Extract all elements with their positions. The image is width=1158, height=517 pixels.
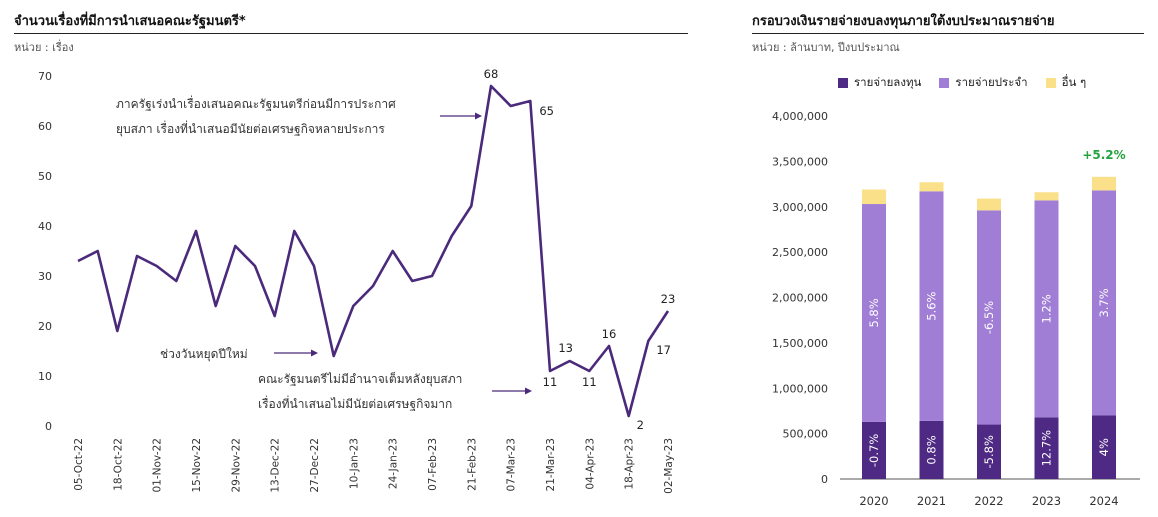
bar-label-current-2020: 5.8% [867,298,881,327]
line-x-tick-2: 01-Nov-22 [152,438,164,493]
bar-label-capital-2024: 4% [1097,438,1111,456]
bar-chart-legend: รายจ่ายลงทุน รายจ่ายประจำ อื่น ๆ [838,74,1086,92]
bar-y-tick-8: 4,000,000 [772,110,828,123]
line-y-tick-6: 60 [38,120,52,133]
legend-swatch-other [1045,78,1056,88]
annotation-pre-dissolution-1: ภาครัฐเร่งนำเรื่องเสนอคณะรัฐมนตรีก่อนมีก… [116,95,396,111]
legend-item-capital: รายจ่ายลงทุน [838,74,921,92]
bar-x-tick-2023: 2023 [1032,494,1061,508]
line-x-tick-3: 15-Nov-22 [191,438,203,493]
bar-growth-label: +5.2% [1082,148,1125,162]
bar-label-current-2021: 5.6% [925,291,939,320]
bar-chart-title: กรอบวงเงินรายจ่ายงบลงทุนภายใต้งบประมาณรา… [752,14,1055,29]
legend-swatch-current [939,78,950,88]
bar-other-2020 [862,189,886,205]
bar-label-capital-2022: -5.8% [982,435,996,468]
annotation-holiday-arrow-head [311,349,318,357]
line-x-tick-6: 27-Dec-22 [309,438,321,493]
line-x-tick-14: 18-Apr-23 [624,438,636,490]
line-x-tick-11: 07-Mar-23 [506,438,518,491]
bar-capital-2024 [1092,415,1116,479]
line-chart-unit: หน่วย : เรื่อง [14,41,74,54]
line-x-tick-13: 04-Apr-23 [584,438,596,490]
line-point-label-2: 11 [543,375,558,389]
bar-current-2023 [1034,200,1059,418]
line-y-tick-0: 0 [45,420,52,433]
bar-x-tick-2020: 2020 [859,494,888,508]
legend-label-current: รายจ่ายประจำ [955,75,1028,89]
annotation-post-dissolution-arrow-head [525,387,532,395]
line-x-tick-7: 10-Jan-23 [348,438,360,489]
bar-x-tick-2022: 2022 [974,494,1003,508]
bar-label-current-2022: -6.5% [982,301,996,334]
annotation-post-dissolution-2: เรื่องที่นำเสนอไม่มีนัยต่อเศรษฐกิจมาก [258,395,452,411]
bar-label-current-2024: 3.7% [1097,288,1111,317]
line-chart-rule [14,33,688,34]
bar-current-2022 [977,210,1001,425]
bar-label-capital-2023: 12.7% [1040,430,1054,467]
line-x-tick-8: 24-Jan-23 [388,438,400,489]
line-point-label-5: 16 [602,327,617,341]
bar-current-2020 [862,204,886,422]
bar-label-capital-2020: -0.7% [867,434,881,467]
bar-label-capital-2021: 0.8% [925,435,939,464]
bar-chart-rule [752,33,1144,34]
legend-swatch-capital [838,78,848,88]
line-point-label-7: 17 [656,343,671,357]
line-x-tick-4: 29-Nov-22 [230,438,242,493]
annotation-pre-dissolution-arrow-head [475,112,482,120]
annotation-holiday: ช่วงวันหยุดปีใหม่ [160,347,248,362]
bar-y-tick-3: 1,500,000 [772,337,828,350]
line-chart-title: จำนวนเรื่องที่มีการนำเสนอคณะรัฐมนตรี* [14,14,246,29]
line-x-tick-9: 07-Feb-23 [427,438,439,491]
bar-current-2024 [1092,190,1116,416]
line-x-tick-1: 18-Oct-22 [112,438,124,491]
bar-capital-2023 [1034,417,1059,479]
line-y-tick-5: 50 [38,170,52,183]
annotation-post-dissolution-1: คณะรัฐมนตรีไม่มีอำนาจเต็มหลังยุบสภา [258,371,462,387]
bar-y-tick-7: 3,500,000 [772,155,828,168]
bar-y-tick-5: 2,500,000 [772,246,828,259]
line-x-tick-10: 21-Feb-23 [466,438,478,491]
line-y-tick-2: 20 [38,320,52,333]
line-y-tick-4: 40 [38,220,52,233]
bar-y-tick-4: 2,000,000 [772,292,828,305]
legend-label-other: อื่น ๆ [1061,75,1087,89]
bar-current-2021 [919,191,944,421]
line-x-tick-0: 05-Oct-22 [73,438,85,491]
line-y-tick-7: 70 [38,70,52,83]
bar-y-tick-1: 500,000 [783,428,829,441]
line-point-label-0: 68 [484,67,499,81]
bar-other-2024 [1092,176,1116,191]
line-x-tick-12: 21-Mar-23 [545,438,557,491]
line-series-path [77,84,670,418]
line-x-tick-15: 02-May-23 [663,438,675,494]
line-point-label-6: 2 [637,418,644,432]
legend-item-other: อื่น ๆ [1045,74,1087,92]
bar-other-2022 [977,198,1001,211]
line-point-label-1: 65 [539,104,554,118]
bar-x-tick-2021: 2021 [917,494,946,508]
bar-capital-2020 [862,421,886,479]
annotation-pre-dissolution-2: ยุบสภา เรื่องที่นำเสนอมีนัยต่อเศรษฐกิจหล… [116,120,385,137]
legend-label-capital: รายจ่ายลงทุน [854,75,922,89]
line-point-label-3: 13 [558,341,573,355]
bar-y-tick-2: 1,000,000 [772,382,828,395]
bar-x-tick-2024: 2024 [1089,494,1118,508]
line-point-label-8: 23 [661,292,676,306]
bar-y-tick-0: 0 [821,473,828,486]
legend-item-current: รายจ่ายประจำ [939,74,1028,92]
bar-other-2021 [919,182,944,192]
line-x-tick-5: 13-Dec-22 [270,438,282,493]
bar-other-2023 [1034,192,1059,201]
line-y-tick-3: 30 [38,270,52,283]
bar-y-tick-6: 3,000,000 [772,201,828,214]
bar-capital-2022 [977,424,1001,479]
line-point-label-4: 11 [582,375,597,389]
line-y-tick-1: 10 [38,370,52,383]
bar-label-current-2023: 1.2% [1040,294,1054,323]
bar-capital-2021 [919,420,944,479]
bar-chart-unit: หน่วย : ล้านบาท, ปีงบประมาณ [752,41,900,54]
